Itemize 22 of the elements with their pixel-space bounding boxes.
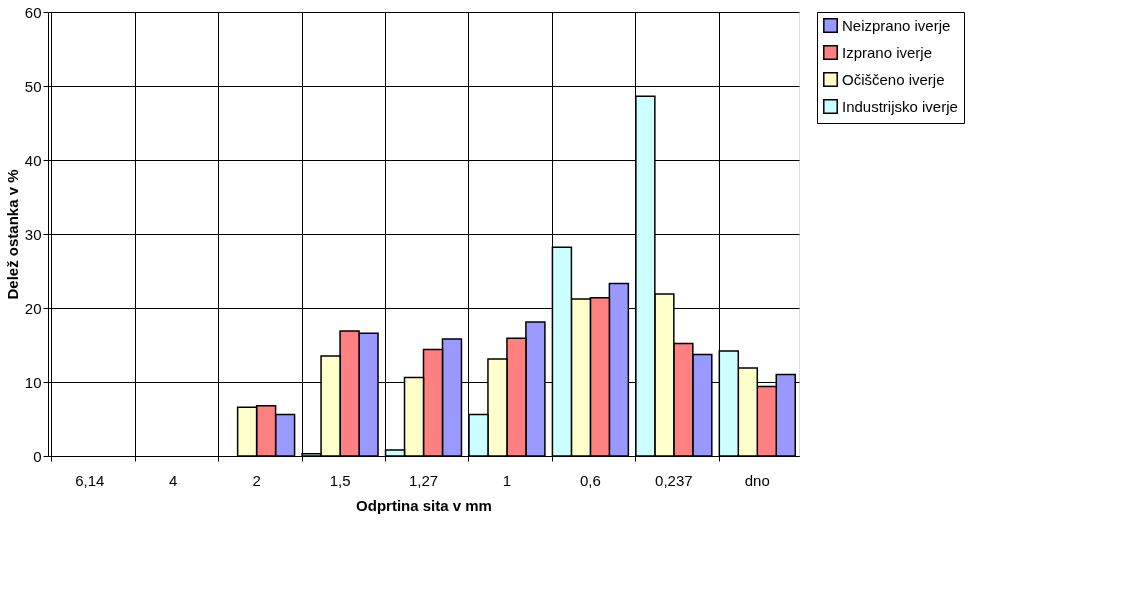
x-tick-label: 1,27 bbox=[408, 471, 439, 489]
legend-label: Izprano iverje bbox=[842, 43, 933, 61]
x-tick-label: 0,6 bbox=[579, 471, 601, 489]
y-tick-label: 60 bbox=[24, 3, 42, 21]
x-tick-label: 4 bbox=[168, 471, 178, 489]
x-tick-label: 0,237 bbox=[655, 471, 693, 489]
y-tick-label: 20 bbox=[24, 299, 42, 317]
y-axis-title: Delež ostanka v % bbox=[3, 169, 21, 300]
x-tick-label: 1 bbox=[502, 471, 512, 489]
legend-label: Očiščeno iverje bbox=[842, 70, 945, 88]
y-tick-label: 40 bbox=[24, 151, 42, 169]
x-axis-title: Odprtina sita v mm bbox=[356, 496, 492, 514]
y-tick-label: 50 bbox=[24, 77, 42, 95]
x-tick-label: 6,14 bbox=[75, 471, 105, 489]
legend-label: Neizprano iverje bbox=[842, 16, 951, 34]
x-tick-label: dno bbox=[744, 471, 770, 489]
y-tick-label: 0 bbox=[33, 447, 42, 465]
x-tick-label: 1,5 bbox=[329, 471, 351, 489]
x-tick-label: 2 bbox=[252, 471, 261, 489]
y-tick-label: 10 bbox=[24, 373, 42, 391]
legend-label: Industrijsko iverje bbox=[842, 97, 958, 115]
y-tick-label: 30 bbox=[24, 225, 42, 243]
